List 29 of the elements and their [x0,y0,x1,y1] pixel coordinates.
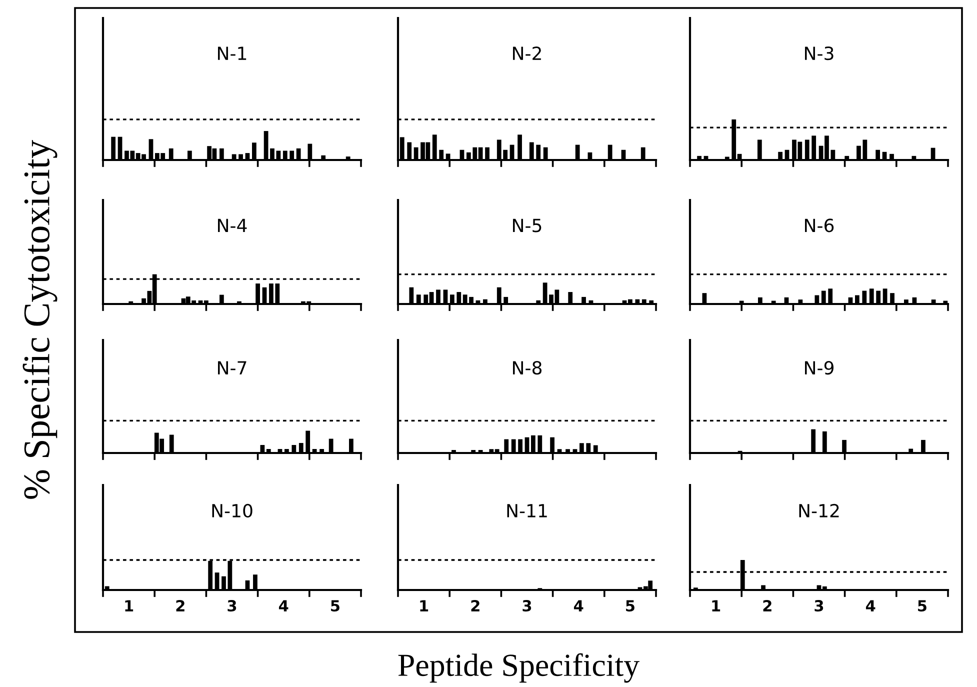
chart-title: N-3 [805,46,834,60]
chart-title: N-10 [212,504,252,518]
x-tick-label: 5 [918,600,926,612]
chart-title: N-5 [513,218,542,232]
chart-title: N-11 [507,504,547,518]
x-axis-title: Peptide Specificity [398,653,640,683]
chart-title: N-7 [218,361,246,374]
x-tick-label: 4 [866,600,876,612]
x-tick-label: 2 [763,600,772,612]
x-tick-label: 5 [626,600,634,612]
chart-title: N-4 [218,218,247,232]
x-tick-label: 3 [228,600,236,612]
x-tick-label: 4 [278,600,288,612]
x-tick-label: 4 [574,600,584,612]
x-tick-label: 2 [471,600,480,612]
x-tick-label: 5 [331,600,340,612]
y-axis-title: % Specific Cytotoxicity [22,140,58,499]
chart-title: N-6 [805,218,834,232]
x-tick-label: 1 [125,600,134,612]
x-tick-label: 1 [712,600,720,612]
x-tick-label: 2 [176,600,184,612]
chart-title: N-1 [218,46,246,60]
chart-title: N-9 [805,360,834,375]
chart-title: N-8 [513,360,542,375]
x-tick-label: 3 [522,600,532,612]
chart-title: N-2 [513,46,541,60]
x-tick-label: 3 [814,600,824,612]
chart-title: N-12 [799,504,839,518]
x-tick-label: 1 [420,600,428,612]
